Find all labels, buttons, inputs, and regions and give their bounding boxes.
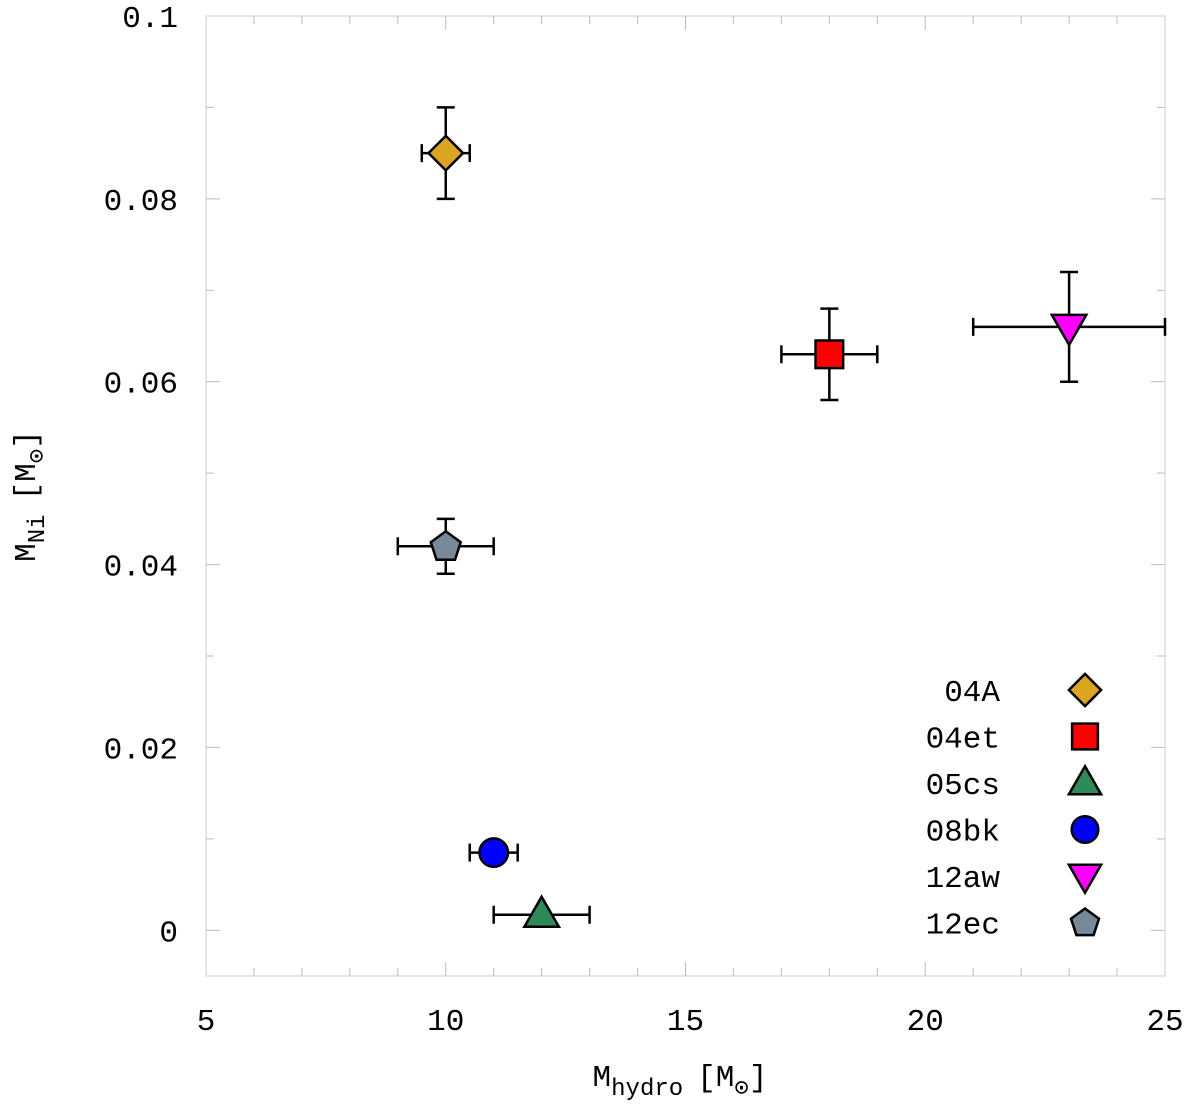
data-point-04A xyxy=(420,106,471,201)
x-tick-label: 10 xyxy=(427,1005,464,1040)
y-tick-label: 0.06 xyxy=(104,368,178,403)
y-tick-labels: 0 0.02 0.04 0.06 0.08 0.1 xyxy=(104,2,178,951)
x-tick-label: 15 xyxy=(667,1005,704,1040)
y-axis-title-main: M xyxy=(10,543,45,562)
y-tick-label: 0.08 xyxy=(104,185,178,220)
data-point-12ec xyxy=(396,517,495,575)
x-tick-label: 20 xyxy=(907,1005,944,1040)
y-tick-label: 0 xyxy=(159,916,178,951)
y-tick-label: 0.02 xyxy=(104,733,178,768)
data-points xyxy=(396,106,1167,928)
x-axis-title-sun-symbol: ⊙ xyxy=(734,1076,748,1103)
y-axis-title-sun-symbol: ⊙ xyxy=(25,449,52,463)
legend-label-05cs: 05cs xyxy=(926,769,1000,804)
x-axis-title-unit-close: ] xyxy=(749,1061,768,1096)
x-tick-label: 5 xyxy=(197,1005,216,1040)
marker-12aw xyxy=(1049,313,1089,348)
legend-marker-12ec xyxy=(1069,906,1101,937)
y-axis-title-unit-open: [M xyxy=(10,463,45,500)
legend-marker-04A xyxy=(1067,672,1103,708)
x-axis-title-sub: hydro xyxy=(611,1076,683,1103)
data-point-12aw xyxy=(971,270,1167,383)
tick-marks xyxy=(205,15,1166,976)
legend-marker-05cs xyxy=(1066,763,1104,796)
y-tick-label: 0.1 xyxy=(122,2,178,37)
legend-label-08bk: 08bk xyxy=(926,816,1000,851)
legend-marker-08bk xyxy=(1070,814,1100,845)
marker-08bk xyxy=(478,837,510,869)
data-point-04et xyxy=(780,307,879,402)
legend: 04A 04et 05cs 08bk 12aw 12ec xyxy=(926,672,1104,944)
data-point-05cs xyxy=(492,894,591,928)
y-axis-title-sub: Ni xyxy=(25,514,52,543)
legend-marker-04et xyxy=(1070,722,1100,751)
x-tick-labels: 5 10 15 20 25 xyxy=(197,1005,1184,1040)
y-axis-title: MNi [M⊙] xyxy=(10,430,52,562)
marker-12ec xyxy=(429,529,463,562)
y-tick-label: 0.04 xyxy=(104,551,178,586)
x-tick-label: 25 xyxy=(1146,1005,1183,1040)
legend-marker-12aw xyxy=(1066,863,1104,896)
legend-label-12aw: 12aw xyxy=(926,862,1001,897)
x-axis-title: Mhydro [M⊙] xyxy=(593,1061,768,1103)
x-axis-title-main: M xyxy=(593,1061,612,1096)
marker-04A xyxy=(426,134,465,173)
data-point-08bk xyxy=(468,837,519,869)
legend-label-04et: 04et xyxy=(926,723,1000,758)
x-axis-title-unit-open: [M xyxy=(697,1061,734,1096)
marker-05cs xyxy=(522,894,562,928)
y-axis-title-unit-close: ] xyxy=(10,430,45,449)
plot-frame xyxy=(205,15,1166,977)
marker-04et xyxy=(814,339,845,370)
legend-label-12ec: 12ec xyxy=(926,909,1000,944)
legend-label-04A: 04A xyxy=(944,676,1000,711)
